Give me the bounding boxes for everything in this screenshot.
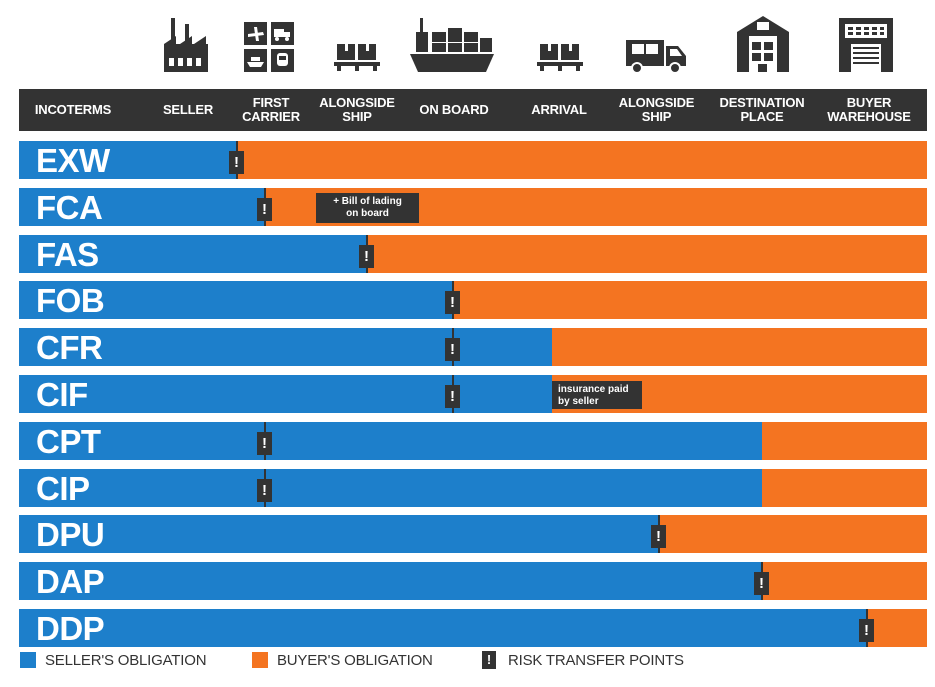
header-incoterms: INCOTERMS: [34, 102, 112, 117]
risk-transfer-marker: !: [445, 291, 460, 315]
header-destination-place: DESTINATION PLACE: [719, 95, 805, 124]
legend-risk-label: RISK TRANSFER POINTS: [508, 651, 684, 669]
risk-transfer-marker: !: [257, 478, 272, 502]
incoterm-code: FAS: [36, 235, 99, 273]
row-ddp: DDP!: [19, 609, 927, 647]
seller-obligation-bar: [19, 187, 265, 226]
seller-obligation-bar: [19, 281, 453, 320]
delivery-truck-icon: [624, 14, 688, 76]
warehouse-icon: [735, 14, 791, 76]
row-fas: FAS!: [19, 234, 927, 273]
seller-obligation-bar: [19, 375, 552, 413]
buyer-building-icon: [837, 14, 895, 76]
header-on-board: ON BOARD: [419, 102, 489, 117]
incoterm-code: CIP: [36, 469, 90, 507]
legend-seller-label: SELLER'S OBLIGATION: [45, 651, 207, 669]
header-seller: SELLER: [162, 102, 214, 117]
stage-header: INCOTERMS SELLER FIRST CARRIER ALONGSIDE…: [19, 89, 927, 131]
header-first-carrier: FIRST CARRIER: [242, 95, 300, 124]
incoterm-code: FCA: [36, 188, 103, 226]
seller-obligation-bar: [19, 141, 237, 179]
row-cip: CIP!: [19, 468, 927, 507]
incoterm-code: CIF: [36, 376, 88, 413]
legend-risk-marker: !: [482, 651, 496, 669]
header-arrival: ARRIVAL: [531, 102, 587, 117]
seller-obligation-bar: [19, 515, 659, 554]
header-alongside-ship-origin: ALONGSIDE SHIP: [319, 95, 395, 124]
row-fob: FOB!: [19, 281, 927, 320]
incoterm-code: CFR: [36, 329, 103, 367]
legend-seller: SELLER'S OBLIGATION: [20, 651, 207, 669]
seller-obligation-bar: [19, 562, 762, 601]
incoterm-code: EXW: [36, 142, 110, 179]
legend-risk: ! RISK TRANSFER POINTS: [482, 651, 684, 669]
note-bill-of-lading: + Bill of lading on board: [316, 193, 419, 223]
cargo-ship-icon: [410, 14, 494, 76]
risk-transfer-marker: !: [257, 431, 272, 455]
risk-transfer-marker: !: [229, 151, 244, 174]
legend-seller-swatch: [20, 652, 36, 668]
legend-buyer-swatch: [252, 652, 268, 668]
incoterm-code: FOB: [36, 282, 105, 320]
row-exw: EXW!: [19, 141, 927, 179]
note-insurance-paid: insurance paid by seller: [552, 381, 642, 409]
row-cpt: CPT!: [19, 421, 927, 460]
row-dpu: DPU!: [19, 515, 927, 554]
risk-transfer-marker: !: [257, 197, 272, 221]
risk-transfer-marker: !: [445, 385, 460, 408]
cargo-boxes-icon: [536, 14, 584, 76]
seller-obligation-bar: [19, 421, 762, 460]
risk-transfer-marker: !: [359, 244, 374, 268]
row-cfr: CFR!: [19, 328, 927, 367]
row-fca: FCA!: [19, 187, 927, 226]
seller-obligation-bar: [19, 468, 762, 507]
factory-icon: [162, 14, 210, 76]
risk-transfer-marker: !: [445, 338, 460, 362]
seller-obligation-bar: [19, 609, 867, 647]
header-buyer-warehouse: BUYER WAREHOUSE: [827, 95, 911, 124]
incoterm-code: DDP: [36, 610, 105, 647]
risk-transfer-marker: !: [754, 572, 769, 596]
risk-transfer-marker: !: [859, 619, 874, 642]
incoterm-code: CPT: [36, 422, 101, 460]
legend-buyer-label: BUYER'S OBLIGATION: [277, 651, 433, 669]
risk-transfer-marker: !: [651, 525, 666, 549]
seller-obligation-bar: [19, 234, 367, 273]
cargo-boxes-icon: [333, 14, 381, 76]
row-cif: CIF!: [19, 375, 927, 413]
header-alongside-ship-destination: ALONGSIDE SHIP: [618, 95, 695, 124]
seller-obligation-bar: [19, 328, 552, 367]
legend-buyer: BUYER'S OBLIGATION: [252, 651, 433, 669]
carrier-modes-icon: [243, 14, 295, 76]
incoterm-code: DAP: [36, 563, 105, 601]
row-dap: DAP!: [19, 562, 927, 601]
incoterm-code: DPU: [36, 516, 105, 554]
